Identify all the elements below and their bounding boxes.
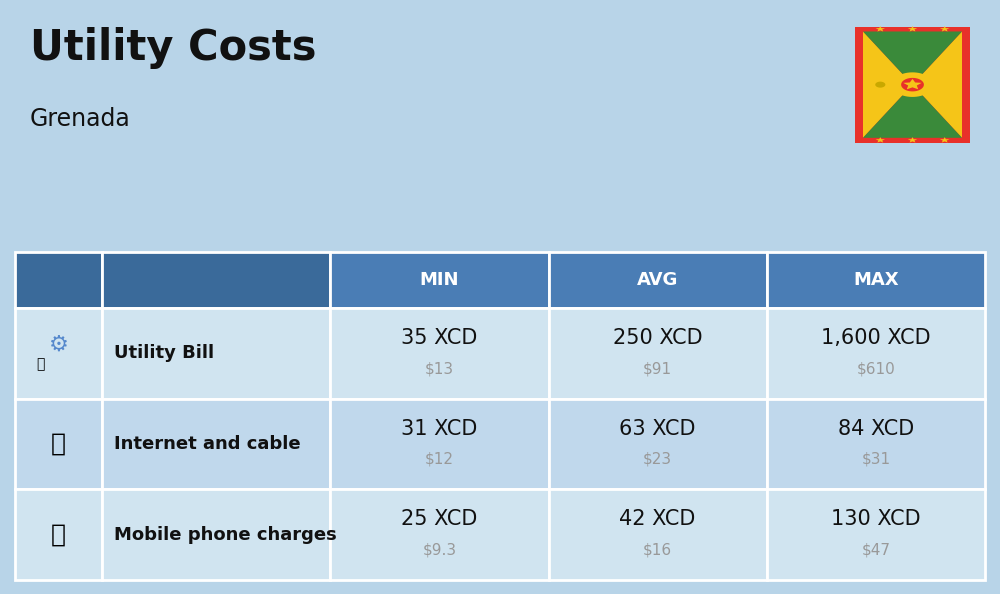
Text: ⚙: ⚙: [49, 334, 69, 354]
Text: Mobile phone charges: Mobile phone charges: [114, 526, 337, 544]
FancyBboxPatch shape: [767, 252, 985, 308]
Polygon shape: [871, 79, 890, 90]
Text: $16: $16: [643, 543, 672, 558]
Polygon shape: [876, 137, 885, 143]
Text: 42 XCD: 42 XCD: [619, 510, 696, 529]
Polygon shape: [875, 81, 885, 88]
FancyBboxPatch shape: [548, 489, 767, 580]
Polygon shape: [912, 31, 962, 138]
Polygon shape: [901, 78, 924, 91]
Polygon shape: [908, 137, 917, 143]
FancyBboxPatch shape: [330, 399, 548, 489]
Text: 31 XCD: 31 XCD: [401, 419, 478, 438]
FancyBboxPatch shape: [330, 489, 548, 580]
FancyBboxPatch shape: [102, 308, 330, 399]
FancyBboxPatch shape: [15, 489, 102, 580]
Text: $610: $610: [857, 361, 895, 376]
Text: 130 XCD: 130 XCD: [831, 510, 921, 529]
Polygon shape: [940, 137, 949, 143]
Text: 84 XCD: 84 XCD: [838, 419, 914, 438]
FancyBboxPatch shape: [102, 252, 330, 308]
FancyBboxPatch shape: [330, 252, 548, 308]
FancyBboxPatch shape: [767, 489, 985, 580]
Text: 35 XCD: 35 XCD: [401, 328, 478, 347]
Polygon shape: [940, 26, 949, 31]
Text: 📶: 📶: [51, 432, 66, 456]
Text: Utility Costs: Utility Costs: [30, 27, 316, 69]
Text: $91: $91: [643, 361, 672, 376]
Polygon shape: [892, 72, 933, 97]
Polygon shape: [876, 26, 885, 31]
Text: Utility Bill: Utility Bill: [114, 344, 214, 362]
FancyBboxPatch shape: [330, 308, 548, 399]
Text: 1,600 XCD: 1,600 XCD: [821, 328, 931, 347]
FancyBboxPatch shape: [548, 252, 767, 308]
FancyBboxPatch shape: [855, 27, 970, 143]
Text: $12: $12: [425, 452, 454, 467]
Text: Internet and cable: Internet and cable: [114, 435, 301, 453]
FancyBboxPatch shape: [102, 489, 330, 580]
FancyBboxPatch shape: [548, 399, 767, 489]
FancyBboxPatch shape: [102, 399, 330, 489]
Polygon shape: [863, 31, 912, 138]
Text: AVG: AVG: [637, 271, 678, 289]
Polygon shape: [903, 79, 922, 89]
Polygon shape: [908, 26, 917, 31]
Polygon shape: [863, 31, 962, 84]
Text: Grenada: Grenada: [30, 107, 131, 131]
Polygon shape: [863, 84, 962, 138]
FancyBboxPatch shape: [15, 399, 102, 489]
Text: $9.3: $9.3: [422, 543, 456, 558]
Text: 250 XCD: 250 XCD: [613, 328, 702, 347]
FancyBboxPatch shape: [15, 252, 102, 308]
Text: 25 XCD: 25 XCD: [401, 510, 478, 529]
Text: 📱: 📱: [51, 523, 66, 547]
FancyBboxPatch shape: [767, 308, 985, 399]
Text: $31: $31: [861, 452, 890, 467]
Text: 63 XCD: 63 XCD: [619, 419, 696, 438]
Text: $13: $13: [425, 361, 454, 376]
FancyBboxPatch shape: [548, 308, 767, 399]
Text: MIN: MIN: [420, 271, 459, 289]
FancyBboxPatch shape: [15, 308, 102, 399]
Text: $47: $47: [861, 543, 890, 558]
Text: $23: $23: [643, 452, 672, 467]
Text: MAX: MAX: [853, 271, 899, 289]
FancyBboxPatch shape: [767, 399, 985, 489]
Text: 🔌: 🔌: [36, 357, 45, 371]
